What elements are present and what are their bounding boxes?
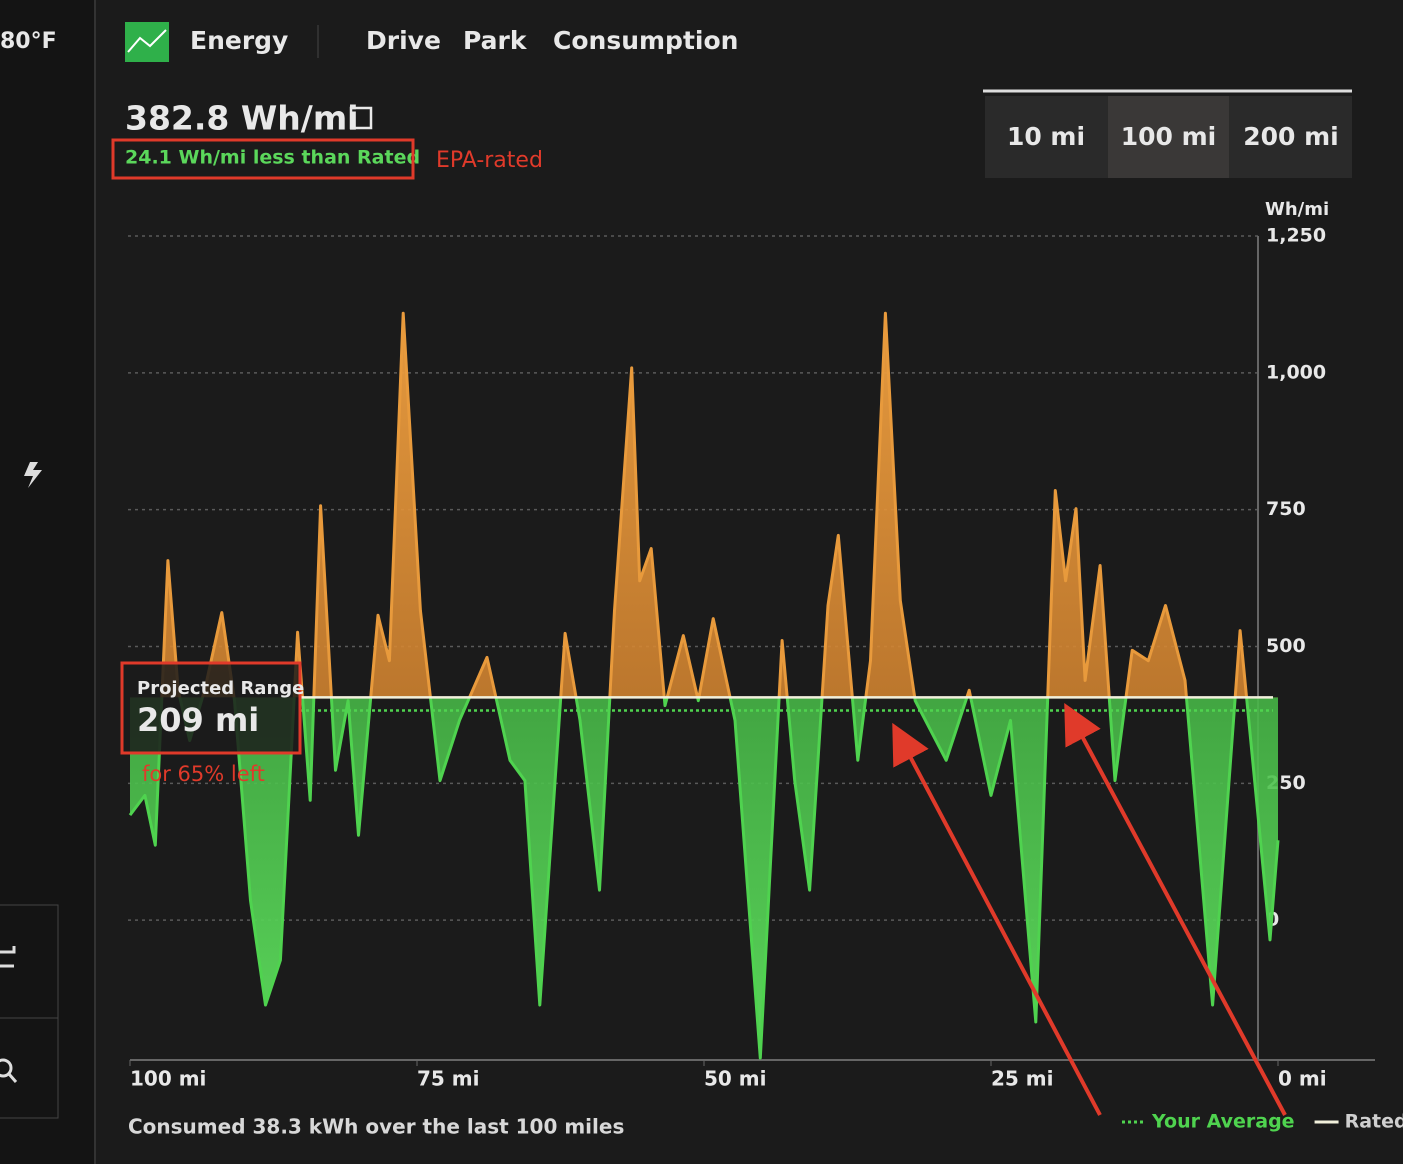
tab[interactable]: Drive — [366, 26, 441, 55]
charge-icon — [24, 462, 42, 488]
energy-icon — [125, 22, 169, 62]
tab[interactable]: Energy — [190, 26, 288, 55]
projected-range-box — [120, 661, 302, 755]
x-tick-label: 100 mi — [130, 1067, 206, 1091]
side-button[interactable] — [0, 1017, 59, 1119]
area-above — [161, 313, 1247, 698]
range-button[interactable] — [985, 96, 1107, 178]
y-axis-label: Wh/mi — [1265, 199, 1329, 220]
x-tick-label: 75 mi — [417, 1067, 480, 1091]
search-icon — [7, 1073, 18, 1083]
energy-icon-line — [127, 29, 167, 53]
search-icon — [0, 1058, 13, 1078]
area-below — [130, 697, 1278, 1059]
sidebar — [0, 0, 94, 1164]
range-button-label[interactable]: 10 mi — [1007, 122, 1085, 151]
projected-range-value: 209 mi — [137, 701, 259, 739]
y-tick-label: 500 — [1266, 635, 1306, 657]
temperature: 80°F — [0, 29, 57, 54]
comparison: 24.1 Wh/mi less than Rated — [125, 147, 420, 169]
line-above — [160, 311, 1249, 698]
annotation-arrow — [1064, 702, 1287, 1116]
tab[interactable]: Park — [463, 26, 528, 55]
annotation: for 65% left — [142, 762, 265, 786]
annotation-arrow — [892, 722, 1102, 1116]
x-tick-label: 25 mi — [991, 1067, 1054, 1091]
y-tick-label: 1,000 — [1266, 361, 1326, 383]
tab[interactable]: Consumption — [553, 26, 738, 55]
range-button-label[interactable]: 200 mi — [1243, 122, 1339, 151]
projected-range-label: Projected Range — [137, 678, 304, 699]
range-button[interactable] — [1107, 96, 1230, 178]
annotation: EPA-rated — [436, 148, 543, 173]
swap-icon — [0, 946, 16, 968]
x-tick-label: 0 mi — [1278, 1067, 1327, 1091]
legend-label: Your Average — [1151, 1111, 1295, 1133]
info-icon[interactable] — [349, 106, 373, 130]
footer: Consumed 38.3 kWh over the last 100 mile… — [128, 1115, 624, 1139]
consumption-average: 382.8 Wh/mi — [125, 99, 359, 138]
legend-label: Rated — [1345, 1111, 1403, 1133]
y-tick-label: 1,250 — [1266, 225, 1326, 247]
highlight-box — [111, 138, 415, 180]
range-button-label[interactable]: 100 mi — [1121, 122, 1217, 151]
range-button[interactable] — [1230, 96, 1352, 178]
y-tick-label: 750 — [1266, 498, 1306, 520]
x-tick-label: 50 mi — [704, 1067, 767, 1091]
